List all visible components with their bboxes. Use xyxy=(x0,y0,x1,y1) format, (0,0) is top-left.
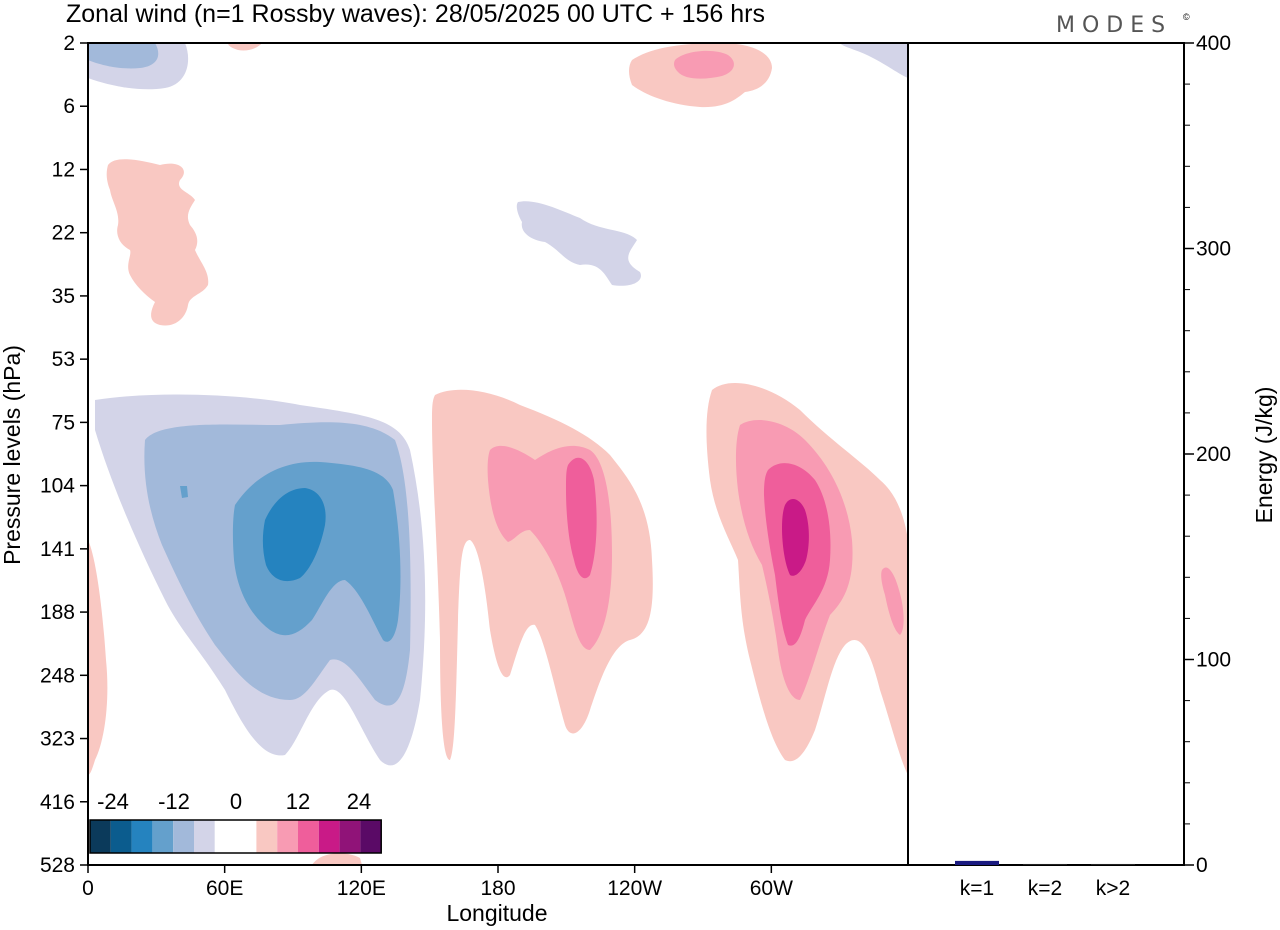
colorbar-swatch xyxy=(360,820,382,853)
pressure-tick-label: 141 xyxy=(40,538,75,561)
colorbar-tick-label: 12 xyxy=(286,789,310,814)
energy-tick-label: 400 xyxy=(1196,32,1231,55)
pressure-tick-label: 528 xyxy=(40,854,75,877)
wavenumber-axis: k=1 k=2 k>2 xyxy=(960,877,1130,900)
pressure-tick-label: 2 xyxy=(63,32,75,55)
pressure-tick-label: 53 xyxy=(52,348,75,371)
pressure-tick-label: 188 xyxy=(40,601,75,624)
chart-title: Zonal wind (n=1 Rossby waves): 28/05/202… xyxy=(66,0,765,28)
modes-logo: MODES xyxy=(1056,13,1172,38)
energy-bar xyxy=(955,860,999,865)
wavenumber-tick-label: k>2 xyxy=(1096,877,1130,900)
colorbar: -24 -12 0 12 24 xyxy=(89,789,382,854)
colorbar-tick-label: 24 xyxy=(347,789,371,814)
colorbar-swatch xyxy=(235,820,257,853)
negative-anomaly-region xyxy=(88,43,908,766)
energy-axis: 0 100 200 300 400 xyxy=(1184,32,1231,877)
colorbar-swatch xyxy=(194,820,215,853)
longitude-tick-label: 120W xyxy=(607,877,662,900)
energy-tick-label: 100 xyxy=(1196,649,1231,672)
pressure-tick-label: 104 xyxy=(40,475,75,498)
colorbar-swatch xyxy=(214,820,236,853)
colorbar-swatch xyxy=(152,820,174,853)
positive-anomaly-east xyxy=(706,382,908,775)
longitude-axis: 0 60E 120E 180 120W 60W xyxy=(82,865,793,900)
pressure-tick-label: 35 xyxy=(52,285,75,308)
logo-mark: © xyxy=(1183,12,1190,22)
pressure-tick-label: 323 xyxy=(40,728,75,751)
colorbar-swatch xyxy=(339,820,361,853)
energy-panel: 0 100 200 300 400 k=1 k=2 k>2 xyxy=(907,32,1231,900)
energy-panel-frame xyxy=(907,42,1185,866)
energy-axis-label: Energy (J/kg) xyxy=(1251,387,1277,524)
pressure-tick-label: 416 xyxy=(40,791,75,814)
positive-anomaly-small xyxy=(88,43,772,865)
energy-bar xyxy=(1091,863,1135,865)
pressure-axis: 2 6 12 22 35 53 75 104 141 188 248 323 416 528 xyxy=(40,32,88,877)
colorbar-swatch xyxy=(256,820,278,853)
positive-anomaly-west xyxy=(432,389,653,760)
pressure-tick-label: 248 xyxy=(40,664,75,687)
pressure-tick-label: 75 xyxy=(52,411,75,434)
colorbar-tick-label: 0 xyxy=(230,789,242,814)
y-axis-label: Pressure levels (hPa) xyxy=(0,345,25,565)
colorbar-swatch xyxy=(277,820,298,853)
energy-bar xyxy=(1023,863,1067,865)
pressure-tick-label: 22 xyxy=(52,222,75,245)
colorbar-frame xyxy=(89,819,382,854)
colorbar-tick-label: -12 xyxy=(158,789,190,814)
colorbar-swatch xyxy=(298,820,319,853)
longitude-tick-label: 60E xyxy=(206,877,243,900)
longitude-tick-label: 60W xyxy=(750,877,793,900)
longitude-tick-label: 120E xyxy=(337,877,386,900)
longitude-tick-label: 180 xyxy=(480,877,515,900)
energy-tick-label: 200 xyxy=(1196,443,1231,466)
colorbar-swatch xyxy=(131,820,153,853)
x-axis-label: Longitude xyxy=(446,900,547,926)
contour-plot xyxy=(87,42,909,866)
wavenumber-tick-label: k=1 xyxy=(960,877,994,900)
longitude-tick-label: 0 xyxy=(82,877,94,900)
pressure-tick-label: 6 xyxy=(63,95,75,118)
colorbar-swatch xyxy=(90,820,111,853)
colorbar-swatch xyxy=(110,820,132,853)
colorbar-swatch xyxy=(173,820,194,853)
colorbar-swatch xyxy=(318,820,340,853)
energy-tick-label: 300 xyxy=(1196,238,1231,261)
energy-bars xyxy=(955,860,1135,865)
pressure-tick-label: 12 xyxy=(52,158,75,181)
energy-tick-label: 0 xyxy=(1196,854,1208,877)
colorbar-tick-label: -24 xyxy=(97,789,129,814)
wavenumber-tick-label: k=2 xyxy=(1028,877,1062,900)
